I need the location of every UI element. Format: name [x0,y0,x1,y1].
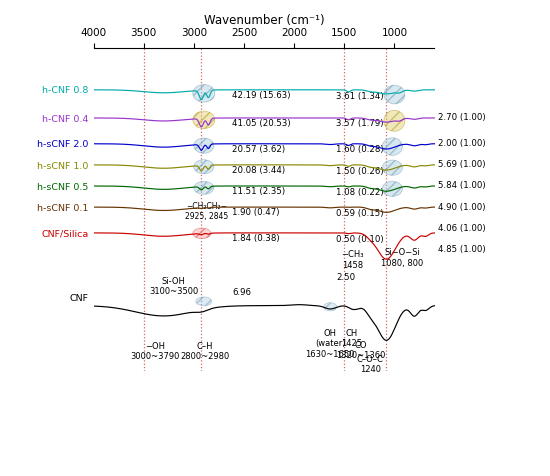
Text: 3.61 (1.34): 3.61 (1.34) [336,92,384,101]
Text: 0.59 (0.15): 0.59 (0.15) [336,209,384,218]
Ellipse shape [382,181,403,197]
Text: 2.70 (1.00): 2.70 (1.00) [437,113,485,122]
Text: 1.08 (0.22): 1.08 (0.22) [336,188,384,197]
Ellipse shape [382,138,403,155]
Text: CNF: CNF [69,294,89,303]
Ellipse shape [193,85,215,102]
Text: h-CNF 0.4: h-CNF 0.4 [42,115,89,124]
Text: 20.08 (3.44): 20.08 (3.44) [232,166,285,175]
Text: 0.50 (0.10): 0.50 (0.10) [336,235,384,244]
Text: 1.84 (0.38): 1.84 (0.38) [232,234,279,243]
Ellipse shape [196,297,212,306]
Text: 3.57 (1.79): 3.57 (1.79) [336,119,384,129]
Text: −CH₂CH₂−
2925, 2845: −CH₂CH₂− 2925, 2845 [185,202,228,221]
Text: 4.90 (1.00): 4.90 (1.00) [437,203,485,212]
Ellipse shape [382,160,403,175]
Text: 5.84 (1.00): 5.84 (1.00) [437,181,485,190]
Text: h-CNF 0.8: h-CNF 0.8 [42,87,89,96]
Ellipse shape [384,110,405,131]
Text: OH
(water)
1630~1650: OH (water) 1630~1650 [305,329,355,359]
Ellipse shape [384,85,405,104]
Text: 5.69 (1.00): 5.69 (1.00) [437,160,485,169]
Text: −CH₃
1458: −CH₃ 1458 [341,250,364,269]
Text: h-sCNF 2.0: h-sCNF 2.0 [37,140,89,149]
Text: h-sCNF 1.0: h-sCNF 1.0 [37,161,89,170]
Text: 4.06 (1.00): 4.06 (1.00) [437,224,485,233]
Text: 1.90 (0.47): 1.90 (0.47) [232,208,279,218]
Text: Si−O−Si
1080, 800: Si−O−Si 1080, 800 [381,248,424,268]
Text: 2.50: 2.50 [336,273,355,282]
Text: C–O–C
1240: C–O–C 1240 [357,355,384,374]
Text: 6.96: 6.96 [232,288,251,297]
Text: 11.51 (2.35): 11.51 (2.35) [232,188,285,196]
Text: −OH
3000~3790: −OH 3000~3790 [130,342,179,361]
Text: Si-OH
3100~3500: Si-OH 3100~3500 [149,277,199,296]
Ellipse shape [193,111,215,129]
X-axis label: Wavenumber (cm⁻¹): Wavenumber (cm⁻¹) [204,14,324,27]
Text: h-sCNF 0.5: h-sCNF 0.5 [37,183,89,192]
Text: h-sCNF 0.1: h-sCNF 0.1 [37,204,89,213]
Text: C–H
2800~2980: C–H 2800~2980 [180,342,229,361]
Text: 42.19 (15.63): 42.19 (15.63) [232,91,290,100]
Text: CH
1425: CH 1425 [341,329,362,348]
Ellipse shape [323,303,337,311]
Ellipse shape [194,160,214,174]
Text: CO
1320~1360: CO 1320~1360 [336,341,385,360]
Text: 1.50 (0.26): 1.50 (0.26) [336,167,384,176]
Text: CNF/Silica: CNF/Silica [41,229,89,238]
Text: 20.57 (3.62): 20.57 (3.62) [232,145,285,154]
Text: 4.85 (1.00): 4.85 (1.00) [437,245,485,254]
Text: 2.00 (1.00): 2.00 (1.00) [437,139,485,148]
Ellipse shape [194,181,214,194]
Ellipse shape [193,228,211,238]
Text: 41.05 (20.53): 41.05 (20.53) [232,119,290,129]
Text: 1.60 (0.28): 1.60 (0.28) [336,145,384,154]
Ellipse shape [194,138,214,153]
